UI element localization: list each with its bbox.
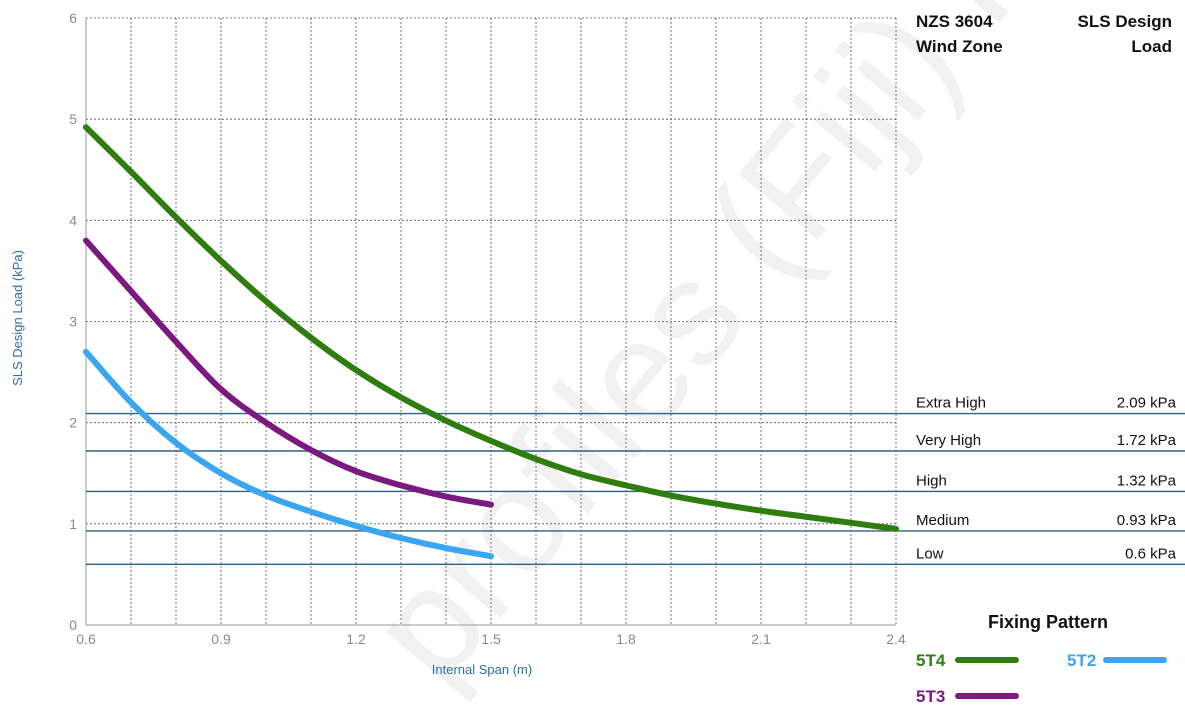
reference-lines xyxy=(86,412,1185,565)
y-tick-label: 6 xyxy=(69,10,77,26)
zone-name: High xyxy=(916,472,947,489)
x-tick-label: 1.8 xyxy=(616,631,636,647)
x-axis-title: Internal Span (m) xyxy=(432,662,532,677)
tick-labels: 0.6 0.9 1.2 1.5 1.8 2.1 2.4 0 1 2 3 4 5 6 xyxy=(69,10,906,647)
y-tick-label: 4 xyxy=(69,212,77,228)
y-tick-label: 2 xyxy=(69,415,77,431)
x-tick-label: 0.9 xyxy=(211,631,231,647)
grid xyxy=(85,17,897,626)
zone-load-value: 0.93 kPa xyxy=(1117,512,1177,529)
header-wind-zone-line1: NZS 3604 xyxy=(916,12,993,31)
legend: 5T4 5T3 5T2 xyxy=(916,651,1167,706)
header-design-load-line2: Load xyxy=(1131,37,1172,56)
zone-name: Low xyxy=(916,545,944,562)
x-tick-label: 2.4 xyxy=(886,631,906,647)
header-design-load-line1: SLS Design xyxy=(1078,12,1172,31)
zone-load-value: 2.09 kPa xyxy=(1117,395,1177,412)
x-tick-label: 1.5 xyxy=(481,631,501,647)
zone-load-value: 1.72 kPa xyxy=(1117,432,1177,449)
series-line-5t4 xyxy=(83,124,899,532)
x-tick-label: 2.1 xyxy=(751,631,771,647)
series-line-5t2 xyxy=(83,348,494,560)
legend-label-5t4: 5T4 xyxy=(916,651,946,670)
watermark: profiles (Fiji) Pte xyxy=(336,0,1161,707)
zone-table-header: NZS 3604 Wind Zone SLS Design Load xyxy=(916,12,1172,56)
legend-title: Fixing Pattern xyxy=(988,612,1108,632)
y-axis-title: SLS Design Load (kPa) xyxy=(10,250,25,386)
legend-label-5t2: 5T2 xyxy=(1067,651,1096,670)
legend-label-5t3: 5T3 xyxy=(916,687,945,706)
zone-load-value: 1.32 kPa xyxy=(1117,472,1177,489)
x-tick-label: 0.6 xyxy=(76,631,96,647)
y-tick-label: 5 xyxy=(69,111,77,127)
zone-name: Medium xyxy=(916,512,969,529)
y-tick-label: 1 xyxy=(69,516,77,532)
zone-table: Extra High 2.09 kPa Very High 1.72 kPa High 1… xyxy=(916,395,1177,563)
series-line-5t3 xyxy=(83,237,494,508)
header-wind-zone-line2: Wind Zone xyxy=(916,37,1003,56)
zone-name: Extra High xyxy=(916,395,986,412)
y-tick-label: 3 xyxy=(69,314,77,330)
zone-load-value: 0.6 kPa xyxy=(1125,545,1177,562)
x-tick-label: 1.2 xyxy=(346,631,366,647)
zone-name: Very High xyxy=(916,432,981,449)
y-tick-label: 0 xyxy=(69,617,77,633)
series-lines xyxy=(83,124,899,560)
